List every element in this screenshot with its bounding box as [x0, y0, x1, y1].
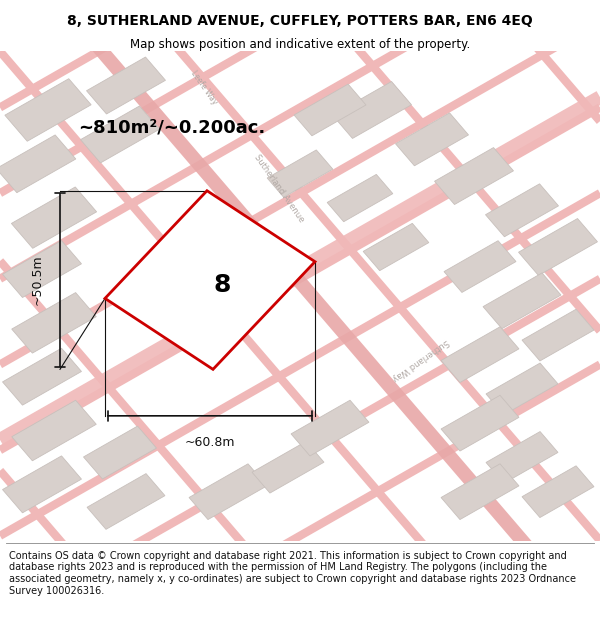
- Polygon shape: [267, 150, 333, 198]
- Polygon shape: [83, 426, 157, 479]
- Polygon shape: [522, 309, 594, 361]
- Polygon shape: [2, 456, 82, 513]
- Text: ~50.5m: ~50.5m: [31, 255, 44, 306]
- Text: Leefe Way: Leefe Way: [189, 69, 219, 107]
- Polygon shape: [486, 432, 558, 483]
- Polygon shape: [105, 191, 315, 369]
- Polygon shape: [2, 241, 82, 298]
- Polygon shape: [12, 400, 96, 461]
- Polygon shape: [294, 84, 366, 136]
- Text: Map shows position and indicative extent of the property.: Map shows position and indicative extent…: [130, 39, 470, 51]
- Polygon shape: [441, 395, 519, 451]
- Text: Sutherland Avenue: Sutherland Avenue: [252, 152, 306, 224]
- Polygon shape: [434, 148, 514, 204]
- Polygon shape: [485, 184, 559, 237]
- Polygon shape: [87, 474, 165, 529]
- Text: ~60.8m: ~60.8m: [185, 436, 235, 449]
- Polygon shape: [12, 292, 96, 353]
- Polygon shape: [483, 273, 561, 329]
- Polygon shape: [0, 135, 76, 192]
- Text: Contains OS data © Crown copyright and database right 2021. This information is : Contains OS data © Crown copyright and d…: [9, 551, 576, 596]
- Text: 8: 8: [214, 273, 230, 297]
- Polygon shape: [189, 464, 267, 519]
- Polygon shape: [80, 106, 160, 163]
- Polygon shape: [486, 363, 558, 415]
- Polygon shape: [2, 348, 82, 405]
- Polygon shape: [518, 219, 598, 276]
- Polygon shape: [291, 400, 369, 456]
- Polygon shape: [363, 223, 429, 271]
- Polygon shape: [395, 113, 469, 166]
- Polygon shape: [86, 57, 166, 114]
- Text: ~810m²/~0.200ac.: ~810m²/~0.200ac.: [78, 118, 265, 136]
- Text: Sutherland Way: Sutherland Way: [390, 337, 450, 382]
- Polygon shape: [441, 464, 519, 519]
- Polygon shape: [5, 79, 91, 141]
- Polygon shape: [522, 466, 594, 518]
- Text: 8, SUTHERLAND AVENUE, CUFFLEY, POTTERS BAR, EN6 4EQ: 8, SUTHERLAND AVENUE, CUFFLEY, POTTERS B…: [67, 14, 533, 28]
- Polygon shape: [327, 174, 393, 222]
- Polygon shape: [11, 187, 97, 248]
- Polygon shape: [332, 81, 412, 139]
- Polygon shape: [252, 441, 324, 493]
- Polygon shape: [444, 241, 516, 292]
- Polygon shape: [441, 327, 519, 382]
